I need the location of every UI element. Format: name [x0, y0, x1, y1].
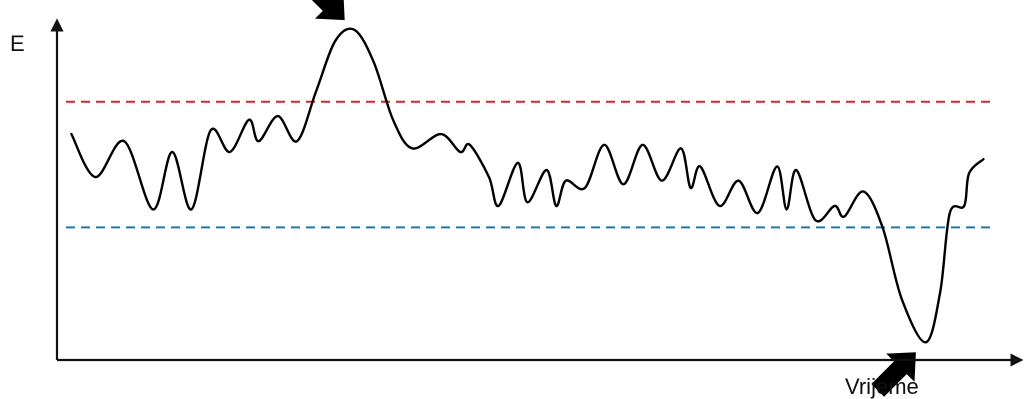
trough-arrow [871, 352, 916, 397]
series-group [70, 27, 985, 344]
threshold-lines [66, 100, 994, 229]
annotation-group [300, 0, 916, 397]
series-line [70, 27, 985, 344]
peak-arrow [300, 0, 345, 21]
x-axis-label: Vrijeme [845, 374, 919, 399]
y-axis-label: E [10, 31, 25, 56]
